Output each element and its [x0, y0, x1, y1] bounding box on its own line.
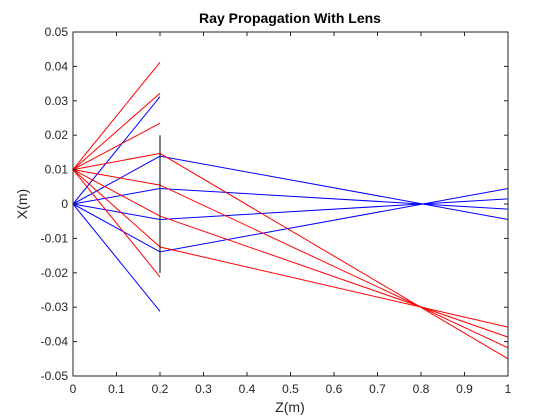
x-tick-label: 0.3 — [195, 382, 212, 396]
x-tick-label: 0.4 — [239, 382, 256, 396]
x-tick-label: 0.8 — [413, 382, 430, 396]
ticks-layer: 0 0.1 0.2 0.3 0.4 0.5 0.6 0.7 0.8 0.9 1 0.05 0.04 0.0… — [41, 25, 512, 396]
chart-title: Ray Propagation With Lens — [199, 10, 381, 26]
y-tick-label: -0.05 — [41, 369, 69, 383]
y-axis-label: X(m) — [14, 189, 30, 219]
ray-line — [72, 169, 161, 278]
y-tick-label: -0.02 — [41, 266, 69, 280]
y-tick-label: -0.04 — [41, 335, 69, 349]
x-tick-label: 0 — [70, 382, 77, 396]
ray-line — [72, 96, 161, 205]
y-tick-label: 0 — [61, 197, 68, 211]
y-tick-label: -0.01 — [41, 231, 69, 245]
y-tick-label: 0.01 — [45, 163, 69, 177]
ray-line — [72, 61, 161, 170]
x-tick-label: 0.2 — [152, 382, 169, 396]
x-tick-label: 0.5 — [282, 382, 299, 396]
x-tick-label: 0.6 — [326, 382, 343, 396]
y-tick-label: -0.03 — [41, 300, 69, 314]
x-tick-label: 0.9 — [456, 382, 473, 396]
ray-line — [72, 92, 161, 170]
ray-line — [72, 203, 161, 312]
x-axis-label: Z(m) — [275, 399, 305, 415]
x-tick-label: 1 — [505, 382, 512, 396]
x-tick-label: 0.7 — [369, 382, 386, 396]
plot-area — [73, 32, 508, 376]
x-tick-label: 0.1 — [108, 382, 125, 396]
y-tick-label: 0.03 — [45, 94, 69, 108]
y-tick-label: 0.04 — [45, 59, 69, 73]
ray-line — [72, 122, 161, 171]
y-tick-label: 0.05 — [45, 25, 69, 39]
y-tick-label: 0.02 — [45, 128, 69, 142]
